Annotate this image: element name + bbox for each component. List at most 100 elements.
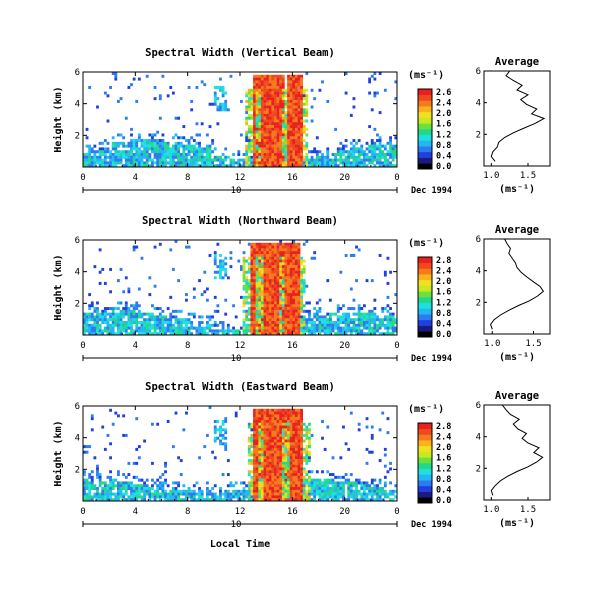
average-x-tick-label: 1.5 [520, 171, 536, 181]
average-y-tick-label: 4 [476, 99, 481, 109]
colorbar-swatch [418, 129, 432, 136]
colorbar-swatch [418, 163, 432, 170]
colorbar-swatch [418, 100, 432, 107]
colorbar-swatch [418, 146, 432, 153]
y-tick-label: 6 [75, 68, 80, 78]
chart-title: Spectral Width (Vertical Beam) [145, 47, 335, 59]
average-frame [483, 404, 551, 501]
average-x-tick-label: 1.5 [525, 339, 541, 349]
x-tick-label: 16 [287, 173, 298, 183]
x-tick-label: 0 [394, 341, 399, 351]
colorbar-swatch [418, 117, 432, 124]
colorbar-tick-label: 1.2 [436, 464, 451, 474]
colorbar-tick-label: 2.6 [436, 88, 451, 98]
heatmap-field [83, 240, 398, 336]
x-tick-label: 12 [235, 341, 246, 351]
date-tick-label: 10 [231, 520, 242, 530]
x-tick-label: 16 [287, 341, 298, 351]
date-tick-label: 10 [231, 354, 242, 364]
colorbar-tick-label: 1.2 [436, 298, 451, 308]
colorbar-swatch [418, 274, 432, 281]
average-y-tick-label: 2 [476, 130, 481, 140]
average-frame [483, 70, 551, 167]
heatmap-field [83, 406, 398, 502]
average-y-tick-label: 6 [476, 235, 481, 245]
date-tick-label: 10 [231, 186, 242, 196]
colorbar-frame [417, 88, 433, 170]
average-y-tick-label: 4 [476, 433, 481, 443]
colorbar-tick-label: 0.0 [436, 330, 451, 340]
colorbar-swatch [418, 474, 432, 481]
average-x-axis-label: (ms⁻¹) [499, 184, 535, 195]
chart-panel-2: Spectral Width (Eastward Beam) Height (km… [52, 381, 551, 530]
colorbar-swatch [418, 134, 432, 141]
colorbar-tick-label: 1.6 [436, 120, 451, 130]
average-y-tick-label: 6 [476, 67, 481, 77]
colorbar-swatch [418, 106, 432, 113]
average-x-tick-label: 1.0 [483, 505, 499, 515]
colorbar-swatch [418, 123, 432, 130]
x-tick-label: 20 [339, 173, 350, 183]
colorbar-swatch [418, 325, 432, 332]
colorbar-swatch [418, 111, 432, 118]
colorbar-swatch [418, 331, 432, 338]
x-tick-label: 4 [133, 341, 138, 351]
x-tick-label: 0 [80, 341, 85, 351]
colorbar-unit-label: (ms⁻¹) [408, 70, 444, 81]
x-axis-label: Local Time [210, 538, 270, 550]
colorbar-swatch [418, 440, 432, 447]
colorbar-swatch [418, 451, 432, 458]
colorbar-swatch [418, 89, 432, 96]
average-y-tick-label: 2 [476, 298, 481, 308]
colorbar-swatch [418, 291, 432, 298]
x-tick-label: 20 [339, 341, 350, 351]
y-axis-label: Height (km) [52, 86, 64, 152]
colorbar-swatch [418, 480, 432, 487]
x-tick-label: 8 [185, 173, 190, 183]
x-tick-label: 12 [235, 507, 246, 517]
average-y-tick-label: 2 [476, 464, 481, 474]
average-profile-line [490, 404, 544, 496]
x-tick-label: 0 [394, 173, 399, 183]
colorbar-swatch [418, 279, 432, 286]
average-x-tick-label: 1.0 [483, 171, 499, 181]
colorbar-swatch [418, 491, 432, 498]
y-tick-label: 2 [75, 299, 80, 309]
colorbar-tick-label: 0.8 [436, 141, 451, 151]
x-tick-label: 8 [185, 341, 190, 351]
colorbar-swatch [418, 468, 432, 475]
x-tick-label: 8 [185, 507, 190, 517]
colorbar-swatch [418, 94, 432, 101]
average-x-tick-label: 1.5 [520, 505, 536, 515]
y-axis-label: Height (km) [52, 420, 64, 486]
colorbar-tick-label: 0.0 [436, 496, 451, 506]
x-tick-label: 4 [133, 507, 138, 517]
average-x-tick-label: 1.0 [484, 339, 500, 349]
colorbar-unit-label: (ms⁻¹) [408, 404, 444, 415]
colorbar-tick-label: 2.8 [436, 422, 451, 432]
colorbar-swatch [418, 151, 432, 158]
y-tick-label: 2 [75, 465, 80, 475]
colorbar-unit-label: (ms⁻¹) [408, 238, 444, 249]
colorbar-tick-label: 1.6 [436, 454, 451, 464]
colorbar-swatch [418, 302, 432, 309]
y-tick-label: 6 [75, 402, 80, 412]
y-axis-label: Height (km) [52, 254, 64, 320]
chart-title: Spectral Width (Eastward Beam) [145, 381, 335, 393]
chart-panel-0: Spectral Width (Vertical Beam) Height (km… [52, 47, 551, 196]
colorbar-swatch [418, 445, 432, 452]
average-profile-line [490, 70, 546, 162]
y-tick-label: 2 [75, 131, 80, 141]
average-title: Average [495, 224, 539, 236]
colorbar-tick-label: 2.8 [436, 256, 451, 266]
colorbar-tick-label: 0.4 [436, 319, 451, 329]
colorbar-swatch [418, 428, 432, 435]
y-tick-label: 4 [75, 100, 80, 110]
average-y-tick-label: 4 [476, 267, 481, 277]
date-label: Dec 1994 [411, 354, 452, 364]
colorbar-frame [417, 422, 433, 504]
colorbar-swatch [418, 268, 432, 275]
colorbar-tick-label: 0.8 [436, 475, 451, 485]
colorbar-tick-label: 1.6 [436, 288, 451, 298]
colorbar-tick-label: 2.0 [436, 443, 451, 453]
